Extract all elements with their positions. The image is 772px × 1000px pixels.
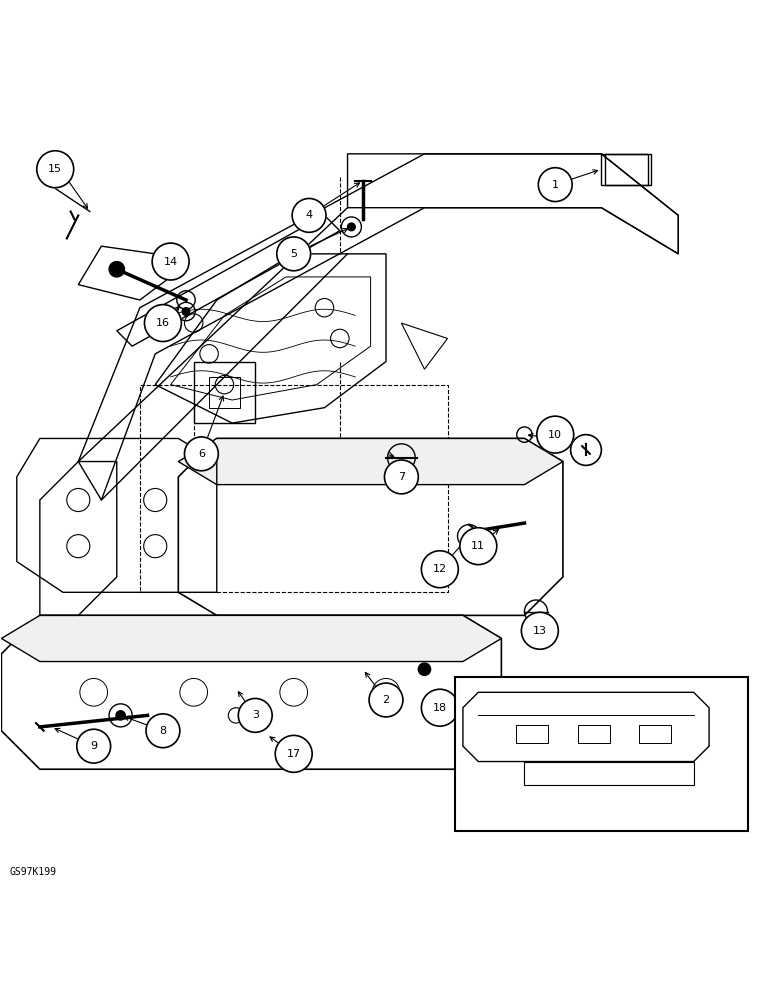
Circle shape <box>185 437 218 471</box>
Text: 15: 15 <box>48 164 63 174</box>
Text: 11: 11 <box>472 541 486 551</box>
Circle shape <box>422 689 459 726</box>
Text: 1: 1 <box>552 180 559 190</box>
Circle shape <box>292 198 326 232</box>
Text: 13: 13 <box>533 626 547 636</box>
Circle shape <box>152 243 189 280</box>
Circle shape <box>239 698 273 732</box>
Circle shape <box>277 237 310 271</box>
Text: 14: 14 <box>164 257 178 267</box>
Text: 12: 12 <box>433 564 447 574</box>
Circle shape <box>460 528 496 565</box>
Circle shape <box>182 308 190 315</box>
Circle shape <box>37 151 73 188</box>
FancyBboxPatch shape <box>455 677 747 831</box>
Circle shape <box>276 735 312 772</box>
Text: 7: 7 <box>398 472 405 482</box>
Text: 16: 16 <box>156 318 170 328</box>
Circle shape <box>465 532 474 541</box>
Polygon shape <box>178 438 563 485</box>
Circle shape <box>144 305 181 342</box>
Circle shape <box>538 168 572 202</box>
Polygon shape <box>2 615 501 662</box>
FancyBboxPatch shape <box>639 725 672 743</box>
Circle shape <box>384 460 418 494</box>
Circle shape <box>537 416 574 453</box>
Circle shape <box>369 683 403 717</box>
Text: 10: 10 <box>548 430 562 440</box>
Text: 18: 18 <box>433 703 447 713</box>
Circle shape <box>521 612 558 649</box>
Circle shape <box>116 711 125 720</box>
FancyBboxPatch shape <box>577 725 610 743</box>
Circle shape <box>109 262 124 277</box>
Text: GS97K199: GS97K199 <box>9 867 56 877</box>
Circle shape <box>538 791 572 825</box>
Text: 17: 17 <box>286 749 301 759</box>
Circle shape <box>418 663 431 675</box>
Circle shape <box>347 223 355 231</box>
Text: 6: 6 <box>198 449 205 459</box>
Circle shape <box>146 714 180 748</box>
Circle shape <box>76 729 110 763</box>
FancyBboxPatch shape <box>516 725 548 743</box>
Text: 9: 9 <box>90 741 97 751</box>
Text: 2: 2 <box>382 695 390 705</box>
Text: 3: 3 <box>252 710 259 720</box>
Text: 8: 8 <box>159 726 167 736</box>
Text: 4: 4 <box>306 210 313 220</box>
Text: 3: 3 <box>552 803 559 813</box>
Text: 5: 5 <box>290 249 297 259</box>
Circle shape <box>422 551 459 588</box>
